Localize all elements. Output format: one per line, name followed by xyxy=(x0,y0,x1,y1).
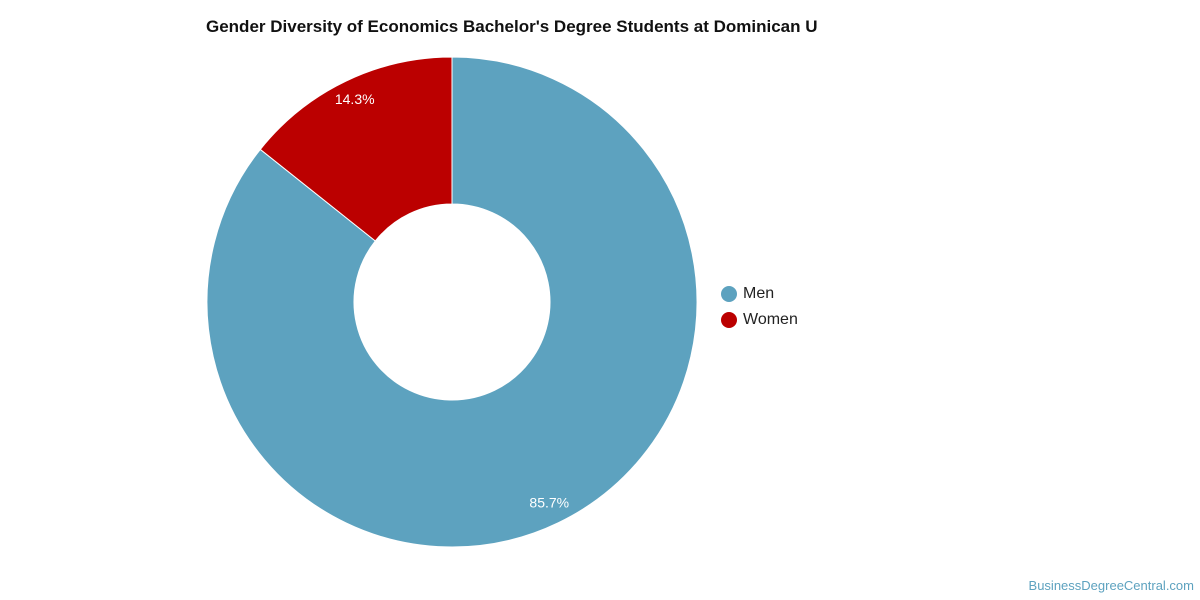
legend-swatch-women xyxy=(721,312,737,328)
legend-item-women[interactable]: Women xyxy=(721,307,798,333)
legend-label-women: Women xyxy=(743,311,798,328)
chart-title: Gender Diversity of Economics Bachelor's… xyxy=(206,17,818,36)
source-watermark[interactable]: BusinessDegreeCentral.com xyxy=(1028,578,1194,593)
slice-women[interactable] xyxy=(259,56,453,242)
slice-label-women: 14.3% xyxy=(335,91,375,107)
slice-label-men: 85.7% xyxy=(529,494,569,510)
legend-swatch-men xyxy=(721,286,737,302)
chart-legend: Men Women xyxy=(721,281,798,333)
slice-men[interactable] xyxy=(206,56,698,548)
legend-item-men[interactable]: Men xyxy=(721,281,798,307)
legend-label-men: Men xyxy=(743,285,775,302)
